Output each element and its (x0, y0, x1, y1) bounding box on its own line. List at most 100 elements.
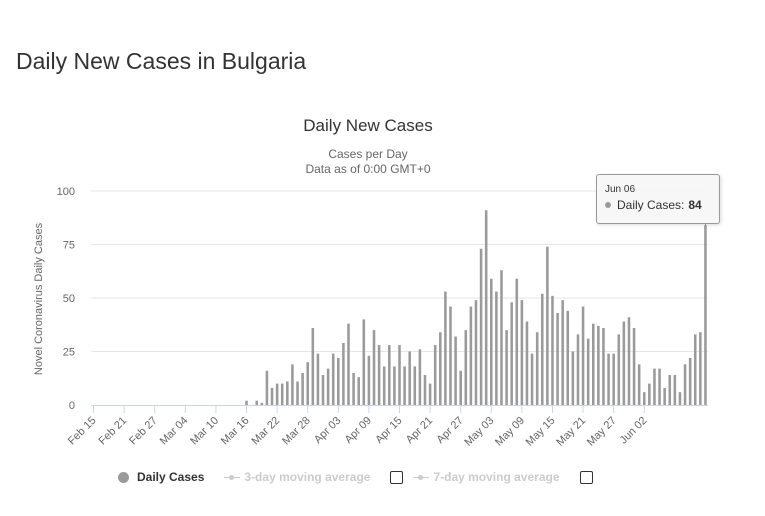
bar[interactable] (464, 330, 468, 405)
bar[interactable] (653, 368, 656, 405)
bar[interactable] (556, 312, 559, 405)
bar[interactable] (673, 375, 677, 405)
bar[interactable] (637, 364, 641, 405)
bar[interactable] (331, 353, 335, 405)
y-tick-label: 75 (63, 240, 75, 252)
bar[interactable] (576, 334, 580, 405)
bars[interactable] (245, 210, 707, 406)
bar[interactable] (617, 334, 621, 405)
legend-item-7-day-average[interactable]: 7-day moving average (413, 470, 560, 484)
bar[interactable] (413, 366, 417, 405)
bar[interactable] (591, 323, 595, 405)
bar[interactable] (597, 325, 600, 405)
bar[interactable] (632, 327, 636, 405)
bar[interactable] (444, 291, 447, 405)
bar[interactable] (377, 345, 381, 405)
bar[interactable] (602, 327, 605, 405)
bar[interactable] (622, 321, 626, 405)
bar[interactable] (678, 392, 682, 405)
bar[interactable] (311, 327, 315, 405)
bar[interactable] (688, 357, 692, 405)
page-title: Daily New Cases in Bulgaria (16, 48, 307, 74)
bar[interactable] (525, 321, 529, 405)
bar[interactable] (408, 351, 411, 406)
tooltip-row: Daily Cases: 84 (605, 198, 702, 212)
bar[interactable] (306, 362, 309, 405)
bar[interactable] (658, 368, 661, 405)
bar[interactable] (291, 364, 294, 405)
bar[interactable] (535, 332, 539, 405)
bar[interactable] (469, 306, 473, 405)
bar[interactable] (301, 372, 304, 405)
bar[interactable] (668, 375, 672, 405)
bar[interactable] (286, 381, 289, 405)
bar[interactable] (571, 351, 575, 406)
bar[interactable] (500, 270, 503, 405)
bar[interactable] (693, 334, 697, 405)
bar[interactable] (541, 293, 544, 405)
bar[interactable] (520, 300, 524, 405)
bar[interactable] (347, 323, 350, 405)
bar[interactable] (510, 302, 513, 405)
bar[interactable] (321, 375, 325, 405)
bar[interactable] (530, 353, 534, 405)
bar[interactable] (505, 330, 508, 405)
bar[interactable] (342, 342, 345, 405)
bar[interactable] (398, 345, 401, 405)
bar[interactable] (581, 306, 585, 405)
bar[interactable] (561, 300, 564, 405)
bar[interactable] (270, 387, 274, 405)
bar[interactable] (449, 306, 452, 405)
bar[interactable] (586, 338, 590, 405)
bar[interactable] (663, 387, 666, 405)
bar[interactable] (454, 336, 457, 405)
legend-item-3-day-average[interactable]: 3-day moving average (224, 470, 370, 484)
bar[interactable] (403, 366, 406, 405)
bar[interactable] (551, 295, 554, 405)
bar[interactable] (484, 210, 488, 405)
legend-item-daily-cases[interactable]: Daily Cases (118, 470, 204, 484)
bar[interactable] (280, 383, 284, 405)
bar[interactable] (607, 353, 610, 405)
bar[interactable] (433, 345, 437, 405)
bar[interactable] (382, 366, 386, 405)
bar[interactable] (260, 402, 264, 405)
bar[interactable] (428, 383, 432, 405)
bar[interactable] (357, 377, 360, 405)
bar[interactable] (326, 368, 330, 405)
bar[interactable] (474, 300, 478, 405)
checkbox-3-day-average[interactable] (390, 470, 404, 484)
bar[interactable] (255, 400, 258, 405)
bar[interactable] (316, 353, 320, 405)
bar[interactable] (393, 366, 396, 405)
bar[interactable] (362, 319, 366, 405)
bar[interactable] (612, 353, 615, 405)
y-axis-title: Novel Coronavirus Daily Cases (33, 222, 45, 375)
bar[interactable] (337, 357, 340, 405)
bar[interactable] (683, 364, 687, 405)
checkbox-7-day-average[interactable] (579, 470, 593, 484)
bar[interactable] (245, 400, 248, 405)
bar[interactable] (648, 383, 651, 405)
bar[interactable] (372, 330, 376, 405)
bar[interactable] (439, 332, 442, 405)
bar[interactable] (265, 370, 269, 405)
bar[interactable] (515, 278, 519, 405)
bar[interactable] (459, 370, 462, 405)
legend-label-daily-cases: Daily Cases (137, 470, 205, 484)
bar[interactable] (490, 278, 493, 405)
bar[interactable] (479, 248, 483, 405)
bar[interactable] (546, 246, 549, 405)
bar[interactable] (642, 392, 646, 405)
bar[interactable] (627, 317, 631, 405)
bar[interactable] (566, 310, 570, 405)
bar[interactable] (352, 372, 355, 405)
bar[interactable] (418, 349, 422, 405)
bar[interactable] (388, 345, 391, 405)
bar[interactable] (296, 381, 299, 405)
bar[interactable] (699, 332, 702, 405)
bar[interactable] (423, 375, 427, 405)
bar[interactable] (495, 291, 498, 405)
bar[interactable] (367, 355, 371, 405)
bar[interactable] (275, 383, 279, 405)
